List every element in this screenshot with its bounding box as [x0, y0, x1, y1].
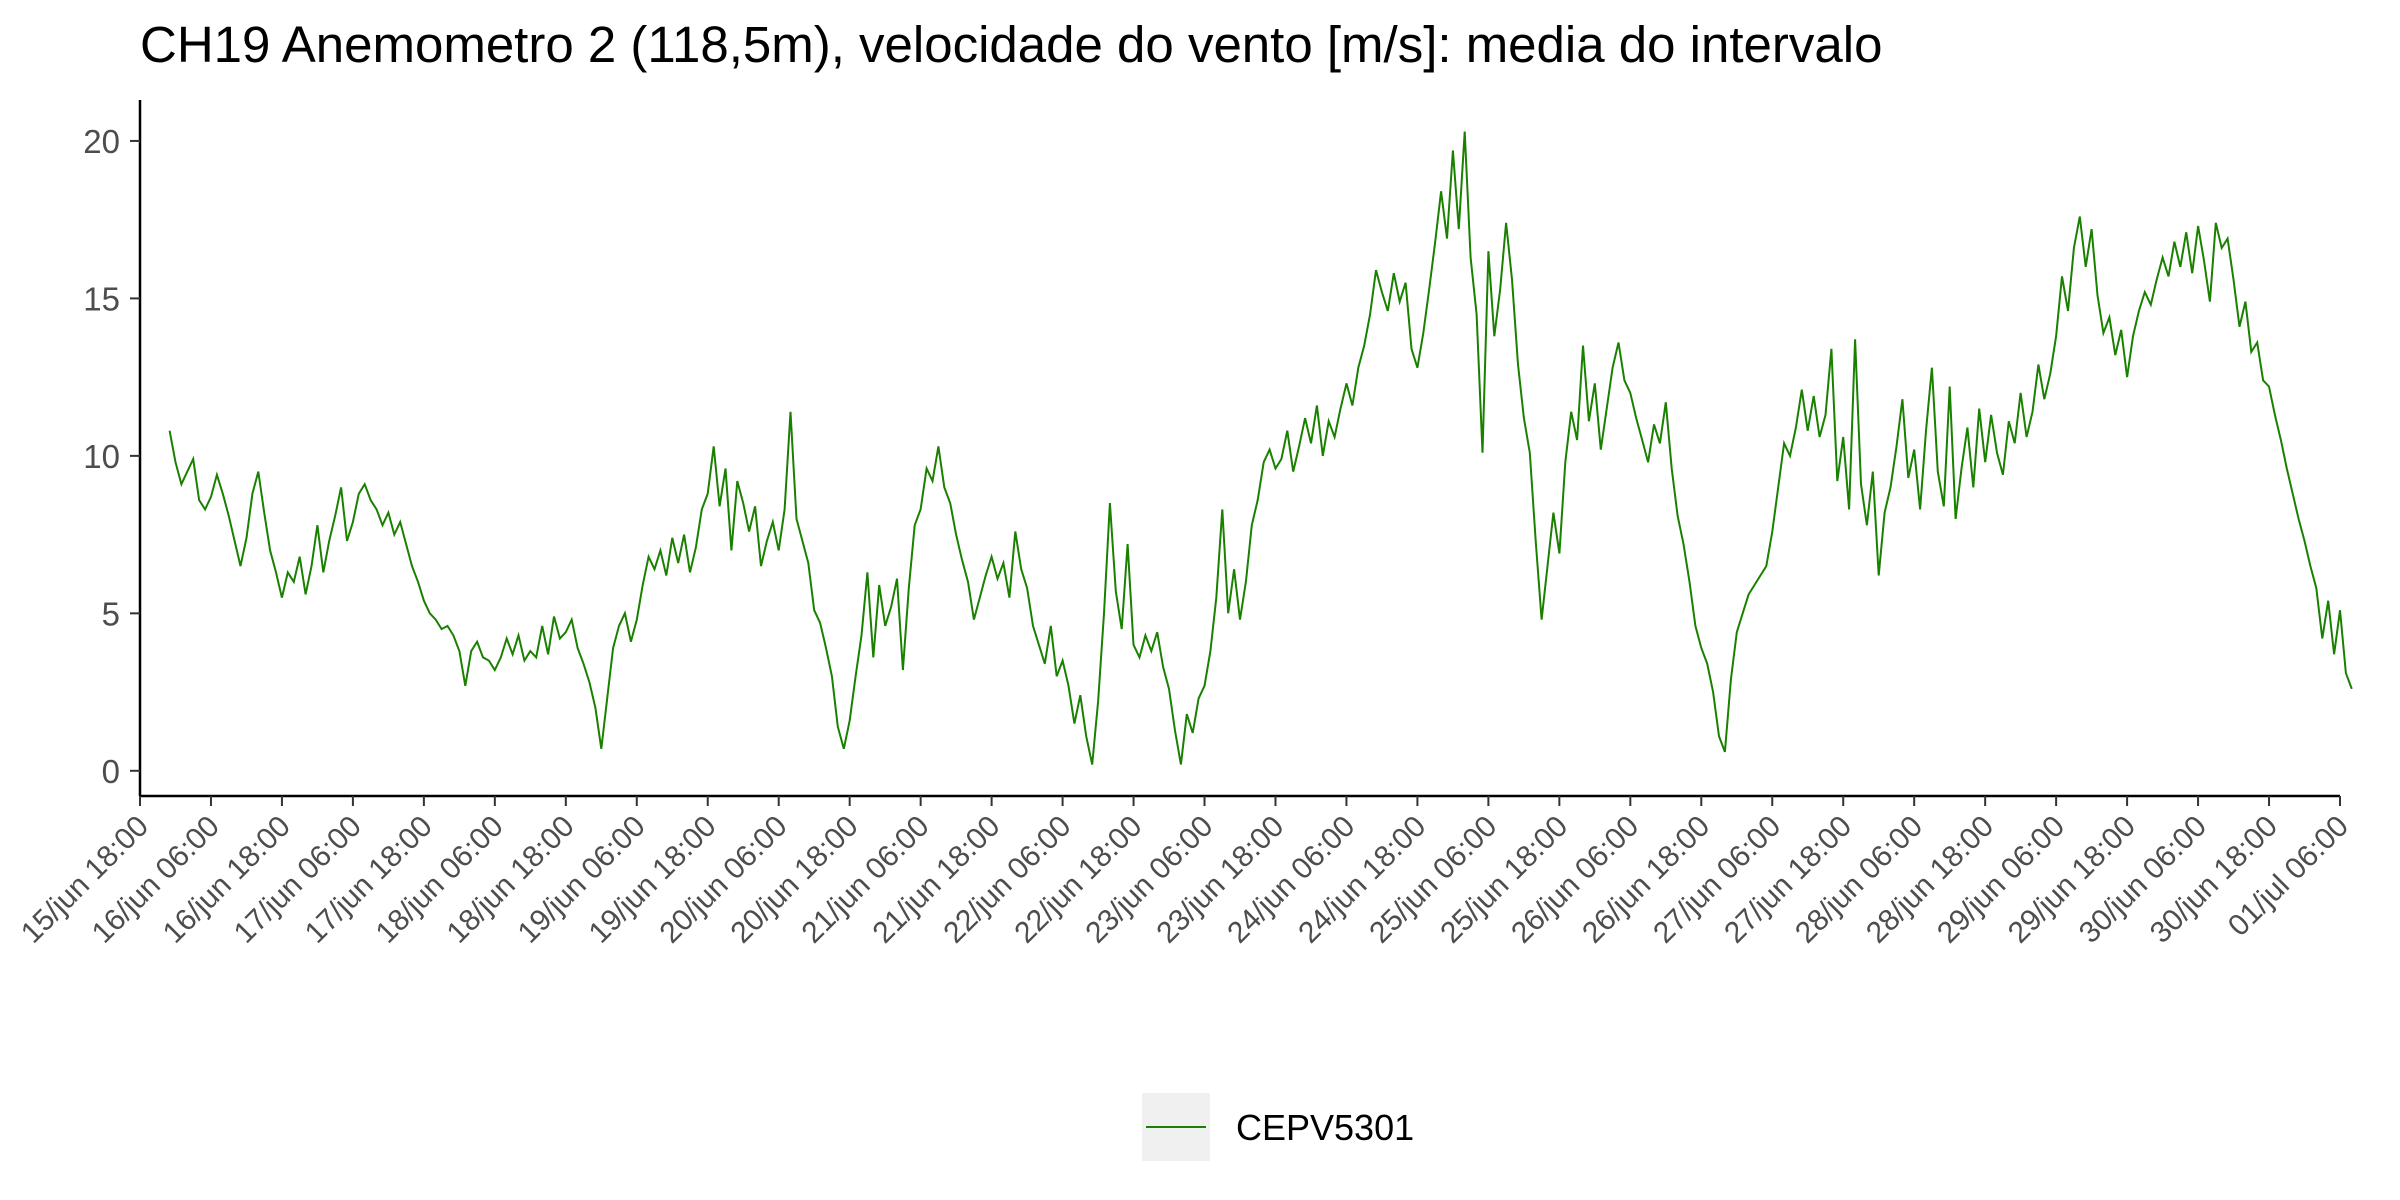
legend: CEPV5301	[1142, 1093, 1414, 1161]
legend-label: CEPV5301	[1236, 1107, 1414, 1148]
plot-area	[168, 131, 2353, 765]
y-tick-label: 15	[83, 280, 120, 317]
y-tick-label: 5	[102, 595, 120, 632]
chart-title: CH19 Anemometro 2 (118,5m), velocidade d…	[140, 16, 1882, 73]
y-axis-ticks: 0 5 10 15 20	[83, 123, 140, 790]
y-tick-label: 20	[83, 123, 120, 160]
series-line-cepv5301	[168, 131, 2353, 765]
y-tick-label: 0	[102, 753, 120, 790]
y-tick-label: 10	[83, 438, 120, 475]
